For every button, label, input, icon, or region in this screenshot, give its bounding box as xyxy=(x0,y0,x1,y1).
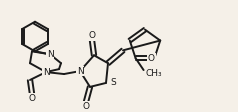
Text: O: O xyxy=(89,31,95,40)
Text: N: N xyxy=(77,67,83,76)
Text: O: O xyxy=(148,54,155,63)
Text: N: N xyxy=(43,68,49,77)
Text: N: N xyxy=(47,50,53,59)
Text: O: O xyxy=(83,102,89,111)
Text: CH₃: CH₃ xyxy=(146,69,162,79)
Text: S: S xyxy=(110,78,116,87)
Text: O: O xyxy=(29,94,35,103)
